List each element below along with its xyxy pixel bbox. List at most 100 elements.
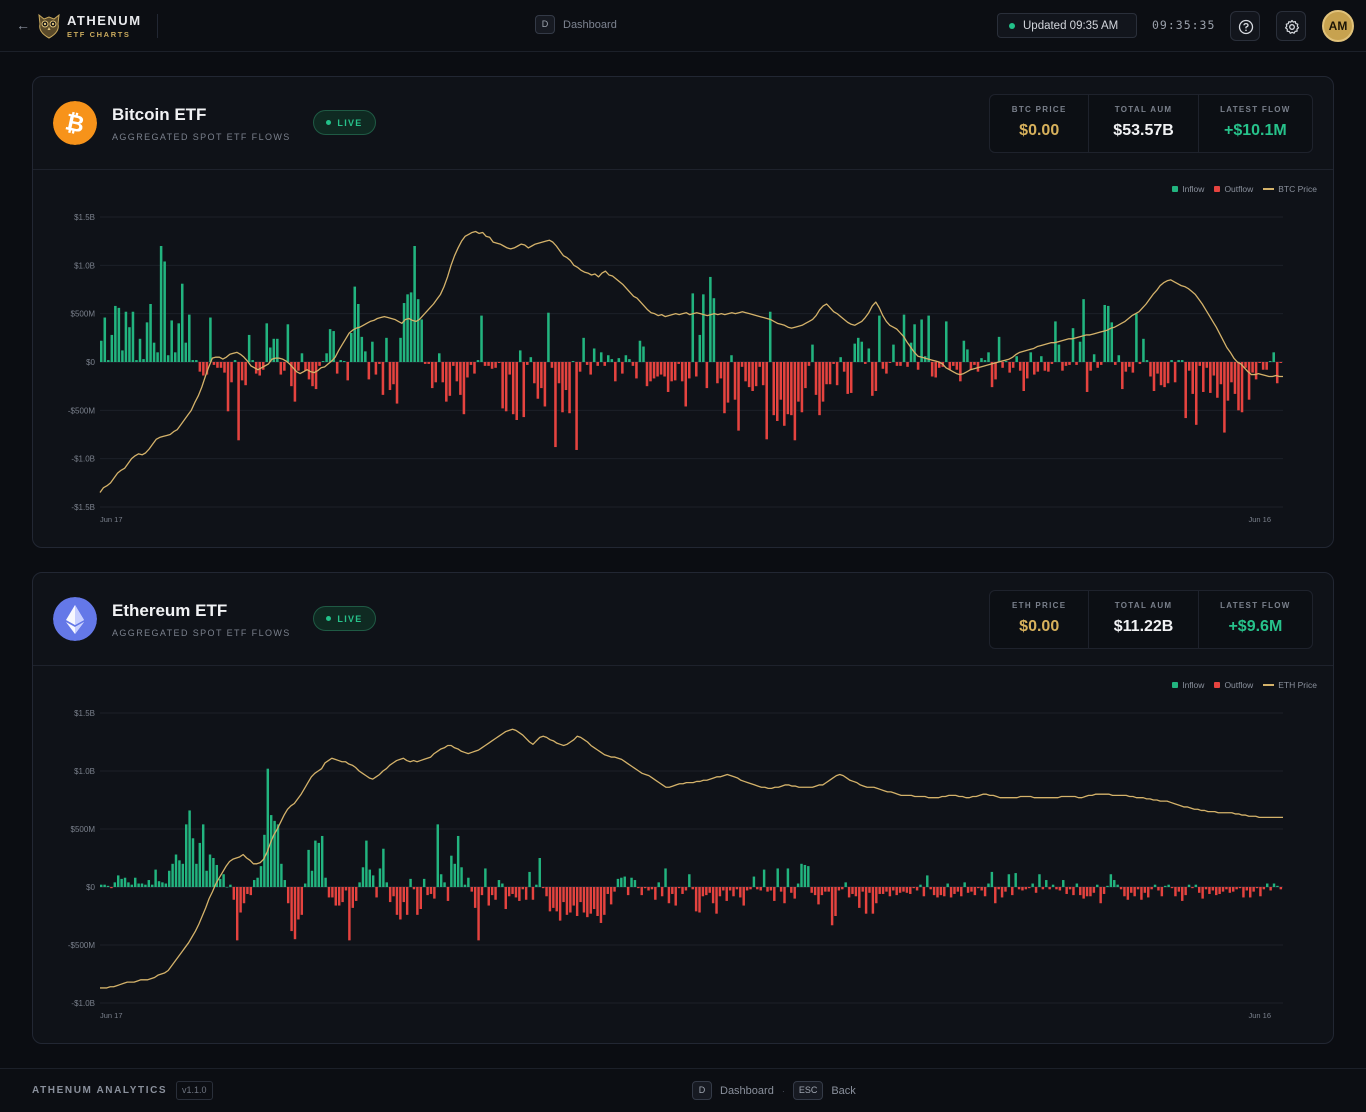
inflow-bar xyxy=(422,878,426,887)
outflow-bar xyxy=(783,362,786,426)
clock: 09:35:35 xyxy=(1152,18,1216,32)
inflow-bar xyxy=(919,884,922,887)
outflow-bar xyxy=(348,887,351,941)
outflow-bar xyxy=(297,887,300,920)
inflow-bar xyxy=(198,842,202,887)
outflow-bar xyxy=(511,887,514,894)
outflow-bar xyxy=(504,362,508,412)
inflow-bar xyxy=(946,883,949,887)
inflow-bar xyxy=(123,877,127,887)
inflow-bar xyxy=(987,883,990,887)
y-tick-label: $0 xyxy=(86,883,95,892)
outflow-bar xyxy=(970,887,973,892)
legend-label: Inflow xyxy=(1182,184,1205,194)
gear-icon xyxy=(1285,19,1300,34)
outflow-bar xyxy=(1218,887,1221,894)
inflow-bar xyxy=(453,863,456,887)
inflow-bar xyxy=(1071,328,1075,362)
outflow-bar xyxy=(966,887,970,893)
outflow-bar xyxy=(304,362,307,371)
inflow-bar xyxy=(1109,874,1113,887)
outflow-bar xyxy=(561,362,564,413)
legend-price[interactable]: BTC Price xyxy=(1263,184,1317,194)
inflow-bar xyxy=(702,294,705,362)
inflow-bar xyxy=(150,884,154,887)
x-tick-label: Jun 16 xyxy=(1248,515,1271,524)
price-swatch xyxy=(1263,188,1275,190)
inflow-bar xyxy=(212,858,215,887)
brand[interactable]: ATHENUM ETF CHARTS xyxy=(67,13,142,39)
outflow-bar xyxy=(637,887,640,889)
outflow-bar xyxy=(1216,362,1219,398)
outflow-bar xyxy=(959,362,962,382)
inflow-bar xyxy=(133,877,137,887)
outflow-bar xyxy=(895,887,898,896)
outflow-bar xyxy=(786,362,790,415)
inflow-bar xyxy=(269,815,273,887)
outflow-bar xyxy=(1159,362,1163,386)
inflow-bar xyxy=(144,884,147,887)
outflow-bar xyxy=(395,362,399,404)
inflow-bar xyxy=(691,293,695,362)
outflow-bar xyxy=(769,887,773,891)
inflow-bar xyxy=(1113,880,1116,887)
outflow-bar xyxy=(526,362,529,365)
user-avatar[interactable]: AM xyxy=(1322,10,1354,42)
outflow-bar xyxy=(1181,887,1184,901)
outflow-bar xyxy=(375,887,378,898)
inflow-bar xyxy=(273,820,276,887)
outflow-bar xyxy=(874,362,878,391)
outflow-bar xyxy=(419,887,422,910)
back-arrow-icon[interactable]: ← xyxy=(16,17,30,33)
footer-back-link[interactable]: Back xyxy=(831,1084,856,1097)
outflow-bar xyxy=(226,362,230,412)
help-button[interactable] xyxy=(1230,11,1260,41)
outflow-bar xyxy=(1166,362,1170,384)
legend-outflow[interactable]: Outflow xyxy=(1214,184,1253,194)
stat-label: ETH PRICE xyxy=(1012,601,1067,610)
legend-inflow[interactable]: Inflow xyxy=(1172,184,1204,194)
legend-outflow[interactable]: Outflow xyxy=(1214,680,1253,690)
outflow-bar xyxy=(1232,887,1235,892)
outflow-bar xyxy=(776,362,779,421)
stat-latest-flow: LATEST FLOW +$10.1M xyxy=(1199,95,1312,152)
inflow-bar xyxy=(173,352,177,362)
outflow-bar xyxy=(681,887,684,894)
outflow-bar xyxy=(1279,887,1283,890)
legend-price[interactable]: ETH Price xyxy=(1263,680,1317,690)
inflow-swatch xyxy=(1172,186,1179,192)
outflow-bar xyxy=(1247,362,1251,400)
inflow-bar xyxy=(913,324,916,362)
stat-latest-flow: LATEST FLOW +$9.6M xyxy=(1199,591,1312,648)
stat-value: $0.00 xyxy=(1019,122,1060,139)
outflow-bar xyxy=(1163,362,1166,388)
inflow-bar xyxy=(328,329,332,362)
inflow-bar xyxy=(1029,352,1033,362)
outflow-bar xyxy=(818,362,821,416)
inflow-bar xyxy=(272,338,276,362)
inflow-bar xyxy=(878,315,881,362)
outflow-bar xyxy=(846,362,849,394)
outflow-bar xyxy=(851,887,854,894)
inflow-bar xyxy=(1266,883,1269,887)
outflow-bar xyxy=(1262,887,1266,890)
outflow-bar xyxy=(1128,362,1131,367)
y-tick-label: -$500M xyxy=(68,406,95,415)
outflow-bar xyxy=(1124,362,1128,372)
owl-logo-icon xyxy=(38,13,60,39)
outflow-bar xyxy=(1269,887,1272,891)
outflow-bar xyxy=(695,362,698,377)
breadcrumb[interactable]: D Dashboard xyxy=(535,15,617,34)
footer-dashboard-link[interactable]: Dashboard xyxy=(720,1084,774,1097)
outflow-bar xyxy=(654,887,657,900)
outflow-bar xyxy=(219,362,223,368)
outflow-bar xyxy=(733,362,737,400)
outflow-bar xyxy=(1261,362,1265,370)
legend-inflow[interactable]: Inflow xyxy=(1172,680,1204,690)
inflow-bar xyxy=(807,866,810,887)
outflow-bar xyxy=(912,887,915,889)
inflow-bar xyxy=(368,869,371,887)
inflow-bar xyxy=(358,882,361,887)
settings-button[interactable] xyxy=(1276,11,1306,41)
inflow-bar xyxy=(171,863,174,887)
